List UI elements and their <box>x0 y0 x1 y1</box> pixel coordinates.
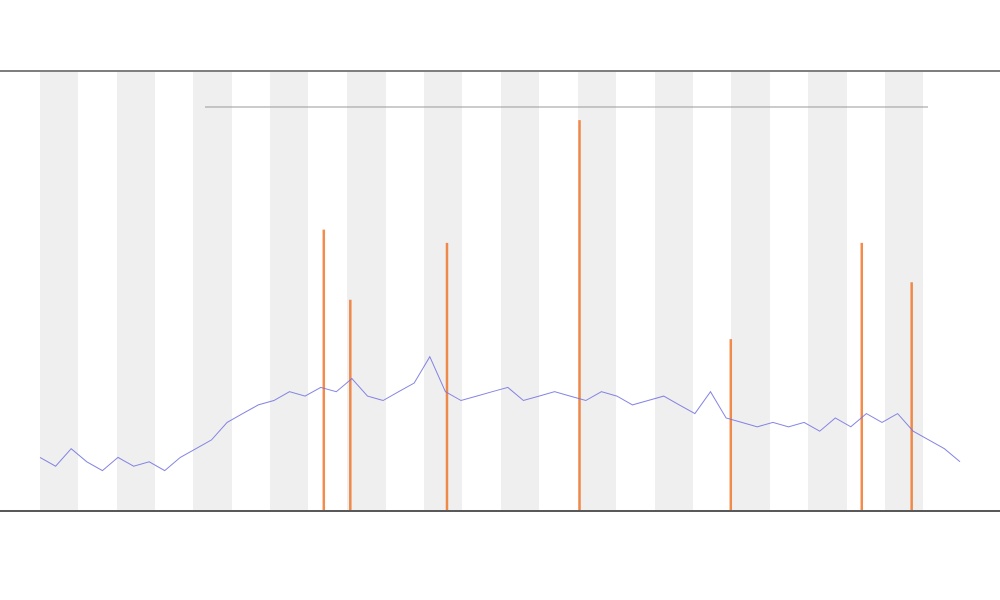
band <box>578 72 616 510</box>
series-line <box>39 355 961 472</box>
band <box>885 72 923 510</box>
band <box>655 72 693 510</box>
band <box>501 72 539 510</box>
bands <box>40 72 923 510</box>
band <box>424 72 462 510</box>
band <box>270 72 308 510</box>
band <box>40 72 78 510</box>
band <box>731 72 770 510</box>
band <box>193 72 232 510</box>
plot <box>39 120 961 510</box>
band <box>808 72 847 510</box>
band <box>347 72 386 510</box>
band <box>117 72 155 510</box>
